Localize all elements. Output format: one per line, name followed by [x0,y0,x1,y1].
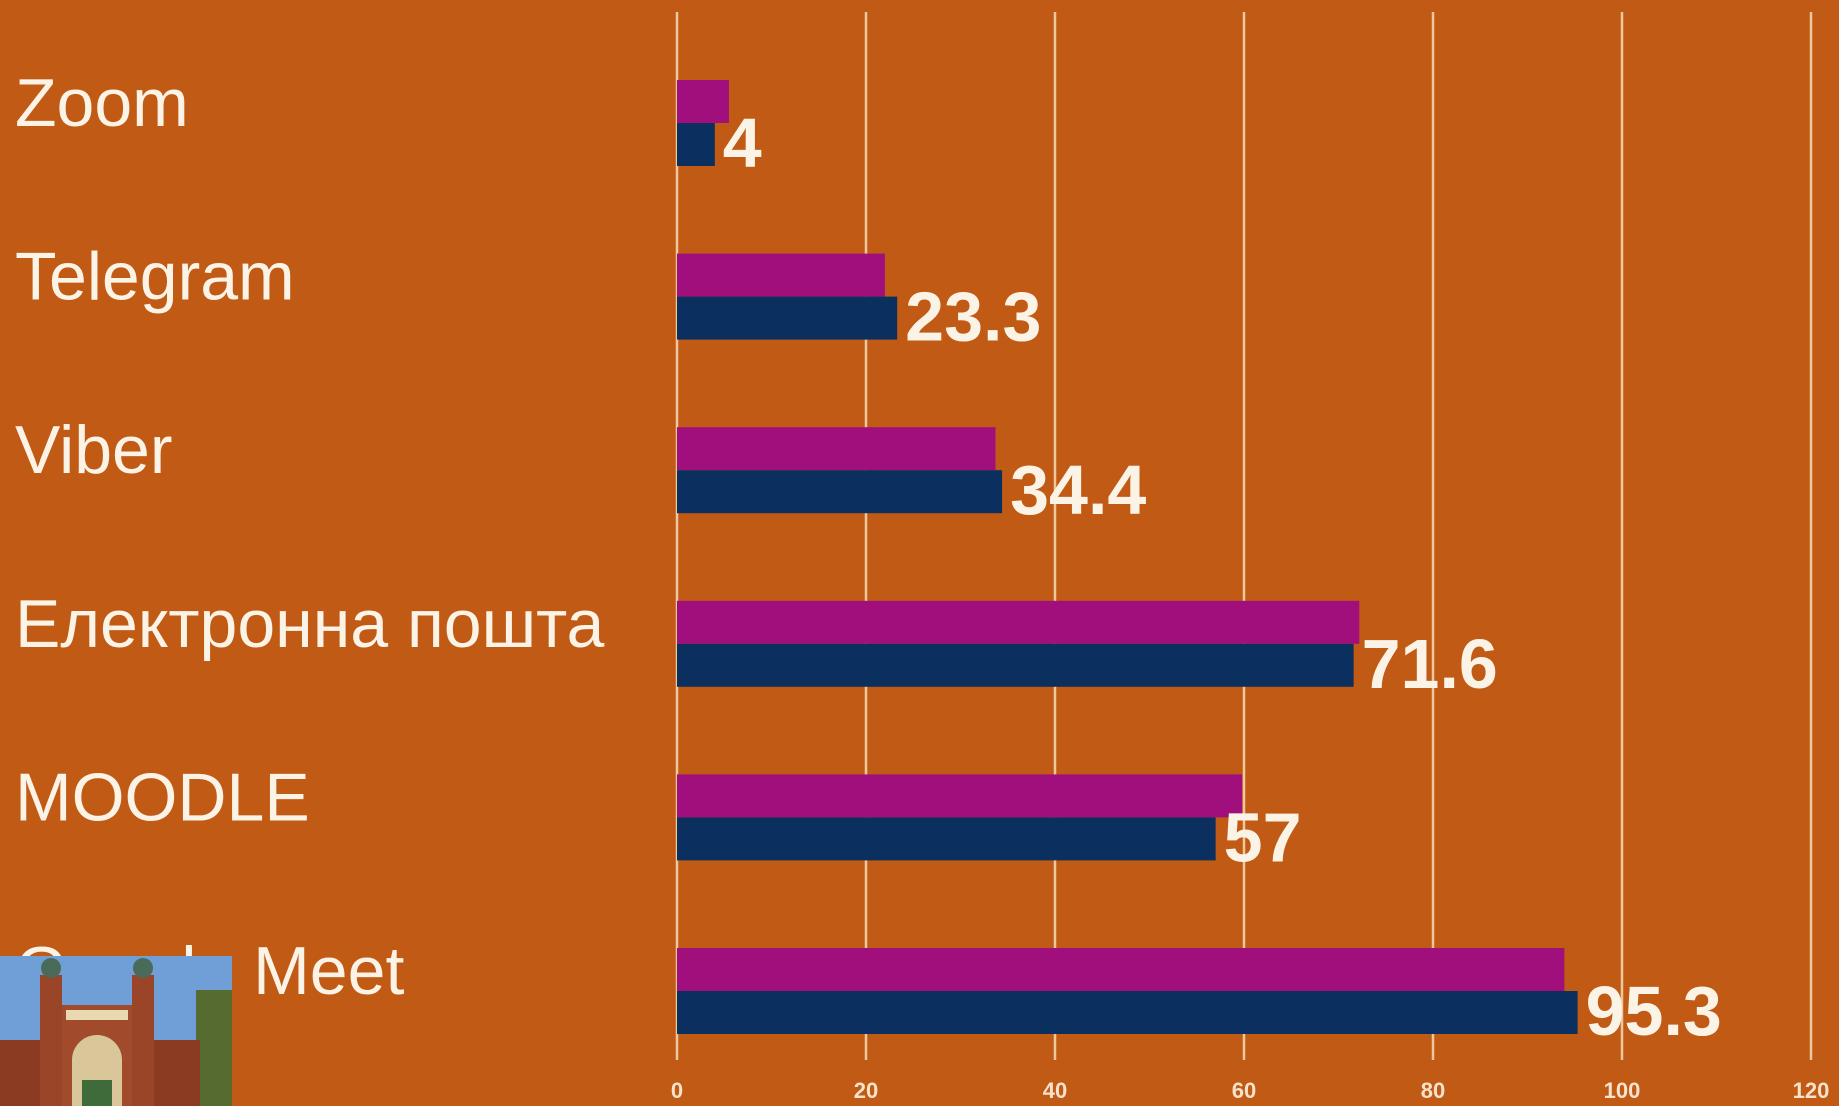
bar [677,643,1354,687]
photo [0,956,232,1106]
bar [677,123,715,166]
x-tick-label: 20 [854,1078,878,1103]
category-label: Електронна пошта [15,586,605,662]
bar [677,774,1243,818]
value-label: 71.6 [1362,625,1498,703]
category-label: Viber [15,412,173,488]
photo-sign [66,1010,128,1020]
plot: 0 20 40 60 80 100 120 Zoom 4 Telegram 23.3 Viber 34.… [15,12,1829,1103]
category-label: Telegram [15,239,295,315]
photo-tower [40,975,62,1106]
value-label: 57 [1224,798,1302,876]
bar [677,817,1216,861]
x-tick-label: 0 [671,1078,683,1103]
value-label: 95.3 [1586,972,1722,1050]
x-tick-label: 40 [1043,1078,1067,1103]
bar [677,991,1578,1034]
category-label: MOODLE [15,759,310,835]
bar [677,253,885,297]
x-tick-label: 100 [1604,1078,1641,1103]
bar [677,296,898,340]
photo-dome [133,958,153,978]
bar [677,80,729,123]
category-label: Zoom [15,65,189,141]
bar [677,948,1565,991]
bar [677,427,996,471]
x-tick-label: 120 [1793,1078,1830,1103]
value-label: 34.4 [1010,451,1146,529]
bar [677,470,1003,514]
photo-tower [132,975,154,1106]
photo-tree [196,990,232,1106]
photo-garden [82,1080,112,1106]
photo-dome [41,958,61,978]
bar [677,600,1360,644]
x-tick-label: 60 [1232,1078,1256,1103]
value-label: 23.3 [905,278,1041,356]
value-label: 4 [723,104,762,182]
x-tick-label: 80 [1421,1078,1445,1103]
